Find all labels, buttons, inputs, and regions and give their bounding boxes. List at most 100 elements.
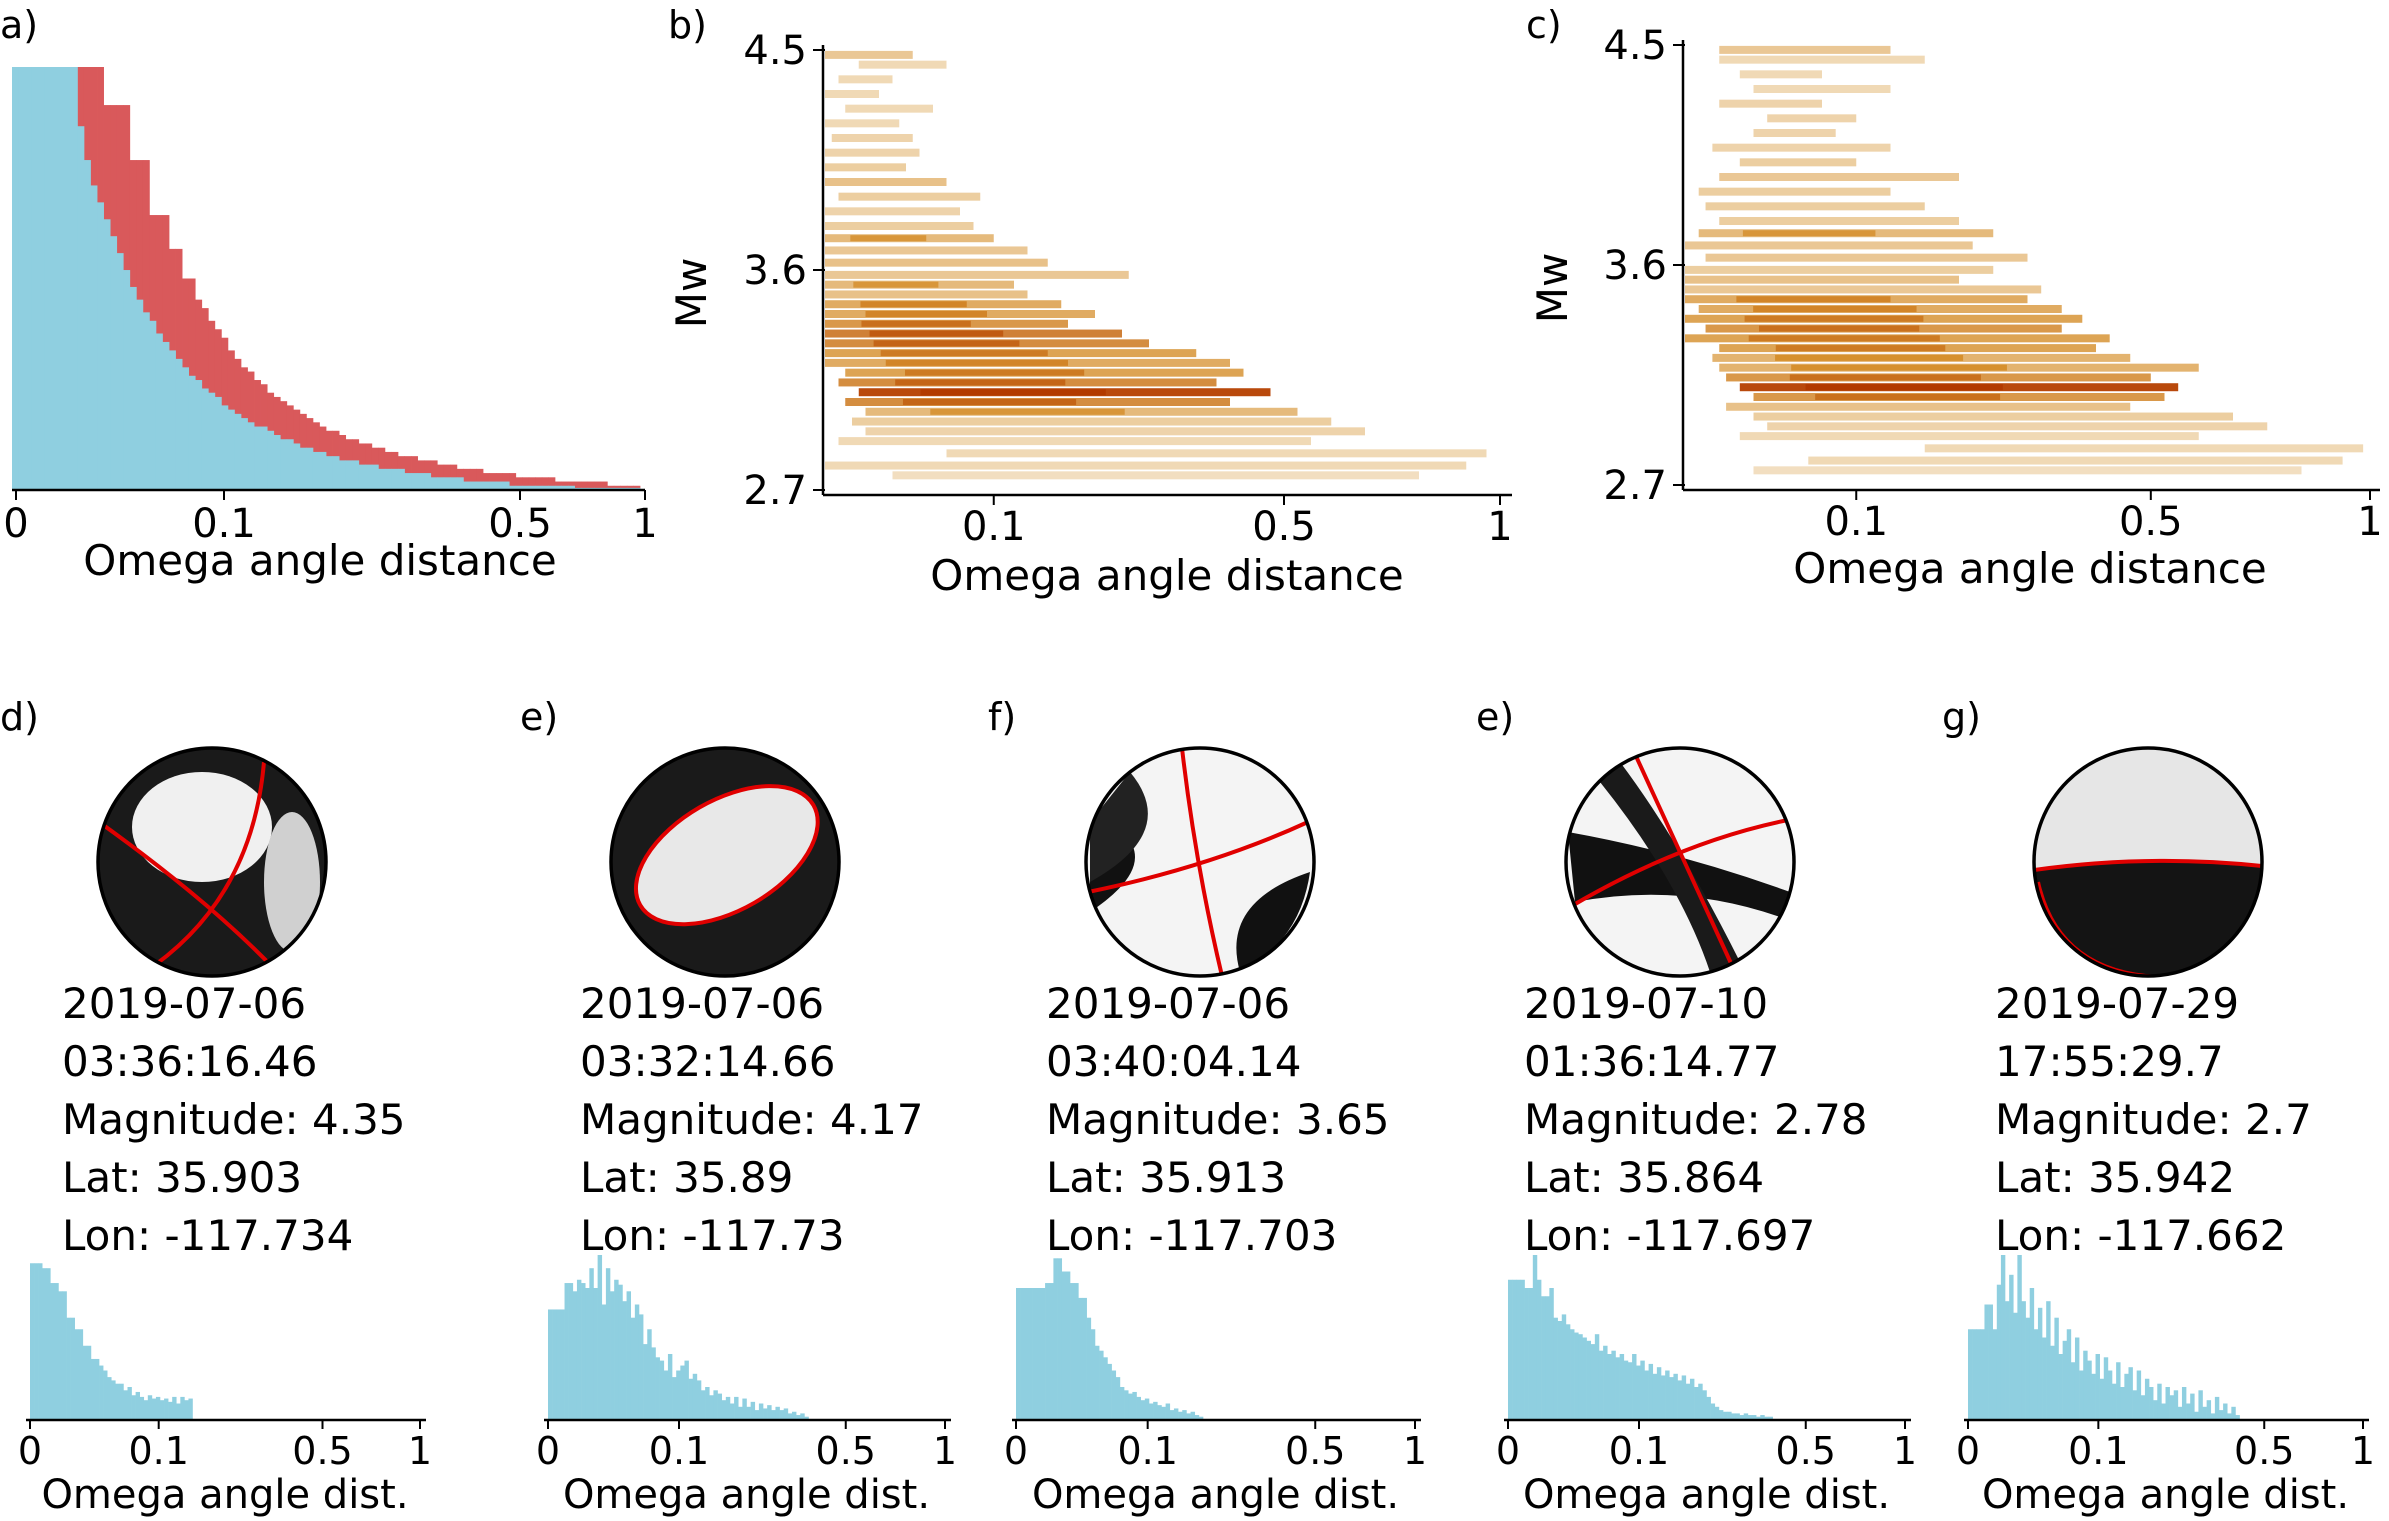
panel-a-bar-blue bbox=[299, 447, 307, 490]
hist-bar bbox=[1731, 1413, 1736, 1420]
hist-bar bbox=[50, 1283, 55, 1420]
event-lon: Lon: -117.662 bbox=[1995, 1211, 2286, 1260]
panel-a-bar-blue bbox=[38, 67, 46, 490]
event-panel-g: g) 2019-07-29 17:55:29.7 Magnitude: 2.7 Lat:… bbox=[1942, 695, 2375, 1518]
panel-c-strip bbox=[1705, 202, 1925, 211]
hist-xlabel: Omega angle dist. bbox=[1523, 1472, 1890, 1518]
hist-bar bbox=[2181, 1387, 2187, 1420]
panel-b-strip bbox=[825, 270, 1129, 279]
panel-a-tick-label: 0 bbox=[3, 501, 28, 547]
event-lat: Lat: 35.89 bbox=[580, 1153, 793, 1202]
panel-b-strip-core bbox=[865, 311, 987, 317]
hist-bar bbox=[127, 1387, 132, 1420]
panel-c-strip-core bbox=[1815, 394, 2001, 400]
hist-bar bbox=[779, 1410, 785, 1420]
panel-b-strip-core bbox=[869, 330, 1004, 337]
panel-a-bar-blue bbox=[450, 477, 458, 490]
hist-bar bbox=[1627, 1362, 1633, 1420]
panel-c-strip-core bbox=[1789, 374, 1981, 381]
hist-bar bbox=[1751, 1415, 1757, 1420]
panel-c-strip bbox=[1739, 158, 1857, 167]
panel-a-bar-blue bbox=[208, 392, 216, 490]
panel-a-bar-blue bbox=[417, 473, 425, 490]
event-lat: Lat: 35.942 bbox=[1995, 1153, 2235, 1202]
panel-a-bar-blue bbox=[358, 464, 366, 490]
panel-c-strip-core bbox=[1791, 364, 2007, 371]
hist-bar bbox=[775, 1406, 780, 1420]
panel-a-bar-blue bbox=[70, 67, 78, 490]
hist-bar bbox=[701, 1390, 706, 1420]
nodal-plane bbox=[1087, 820, 1309, 894]
panel-label-c: c) bbox=[1526, 3, 1562, 47]
panel-b-strip bbox=[825, 148, 920, 157]
panel-b-density bbox=[825, 50, 1487, 480]
hist-bar bbox=[1549, 1288, 1554, 1420]
hist-bar bbox=[725, 1396, 731, 1420]
event-magnitude: Magnitude: 4.35 bbox=[62, 1095, 406, 1144]
panel-b-xtick-label: 1 bbox=[1487, 504, 1512, 550]
hist-bar bbox=[1149, 1403, 1154, 1420]
nodal-plane bbox=[1633, 753, 1737, 973]
hist-bar bbox=[1590, 1344, 1596, 1420]
hist-bar bbox=[2231, 1406, 2236, 1420]
hist-bar bbox=[147, 1395, 153, 1420]
hist-bar bbox=[74, 1329, 80, 1420]
panel-a-bar-blue bbox=[306, 447, 314, 490]
event-lon: Lon: -117.697 bbox=[1524, 1211, 1815, 1260]
hist-bar bbox=[638, 1314, 644, 1420]
hist-bar bbox=[2177, 1406, 2183, 1420]
hist-bar bbox=[622, 1301, 627, 1420]
panel-a-bar-blue bbox=[384, 468, 392, 490]
panel-a-bar-blue bbox=[51, 67, 59, 490]
hist-bar bbox=[626, 1291, 632, 1420]
hist-bar bbox=[1565, 1324, 1571, 1420]
hist-bar bbox=[1541, 1296, 1546, 1420]
hist-bar bbox=[2099, 1378, 2105, 1420]
hist-bar bbox=[758, 1403, 764, 1420]
event-panel-g1: e) 2019-07-10 01:36:14.77 Magnitude: 2.78 La… bbox=[1476, 695, 1917, 1518]
hist-bar bbox=[1169, 1410, 1175, 1420]
panel-a-bar-red bbox=[483, 473, 490, 490]
hist-bar bbox=[2169, 1395, 2175, 1420]
hist-bar bbox=[1144, 1398, 1150, 1420]
hist-bar bbox=[2009, 1274, 2014, 1420]
hist-bar bbox=[151, 1398, 157, 1420]
panel-c-strip bbox=[1767, 114, 1857, 123]
hist-bar bbox=[1640, 1360, 1645, 1420]
panel-a-bar-blue bbox=[515, 485, 523, 490]
hist-bar bbox=[729, 1403, 735, 1420]
panel-b-strip-core bbox=[895, 379, 1066, 386]
hist-bar bbox=[1574, 1332, 1579, 1420]
hist-tick-label: 1 bbox=[933, 1429, 957, 1473]
hist-bar bbox=[86, 1345, 92, 1420]
panel-b-strip-core bbox=[920, 389, 1106, 396]
hist-bar bbox=[1099, 1350, 1104, 1420]
panel-label-e: e) bbox=[520, 695, 558, 739]
hist-bar bbox=[750, 1401, 756, 1420]
panel-a-tick-label: 1 bbox=[632, 501, 657, 547]
panel-a-bar-blue bbox=[397, 468, 405, 490]
panel-b-strip-core bbox=[880, 350, 1048, 357]
panel-a-bar-blue bbox=[221, 405, 229, 490]
hist-bar bbox=[1165, 1403, 1171, 1420]
panel-a-bar-blue bbox=[352, 460, 360, 490]
hist-bar bbox=[688, 1378, 694, 1420]
hist-bar bbox=[1760, 1415, 1765, 1420]
panel-b-strip bbox=[838, 192, 981, 201]
panel-a-bar-blue bbox=[240, 418, 248, 490]
panel-c-strip bbox=[1739, 70, 1822, 79]
panel-a-bar-red bbox=[574, 481, 582, 490]
panel-a-bar-red bbox=[476, 468, 484, 490]
event-date: 2019-07-29 bbox=[1995, 979, 2239, 1028]
panel-c-strip bbox=[1685, 265, 1994, 274]
panel-a-bar-blue bbox=[267, 430, 275, 490]
hist-bar bbox=[2054, 1317, 2059, 1420]
hist-bar bbox=[783, 1408, 789, 1420]
panel-a-bar-blue bbox=[509, 485, 517, 490]
hist-bar bbox=[771, 1410, 776, 1420]
panel-a-bar-red bbox=[496, 473, 504, 490]
panel-b: b) 4.5 3.6 2.7 0.1 0.5 1 Omega angle distance… bbox=[667, 3, 1513, 600]
hist-bar bbox=[2136, 1370, 2142, 1420]
panel-b-strip bbox=[825, 207, 960, 216]
